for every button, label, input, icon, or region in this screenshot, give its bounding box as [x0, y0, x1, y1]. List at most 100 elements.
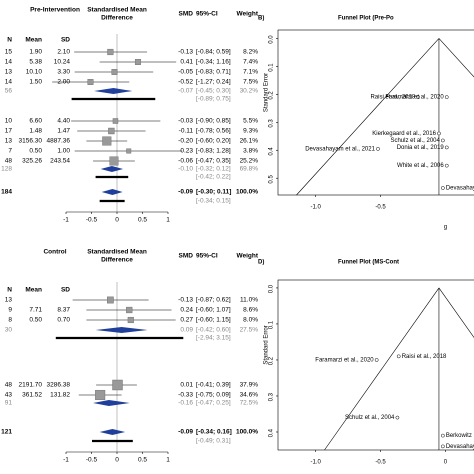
- cell-smd: -0.16: [178, 400, 193, 407]
- funnel-plot: B) Funnel Plot (Pre-Po Standard Error g 0.0 0…: [258, 16, 474, 231]
- cell-mean: 0.50: [29, 148, 42, 155]
- column-header: Mean: [25, 37, 42, 44]
- cell-smd: -0.09: [178, 429, 193, 436]
- y-tick-label: 0.3: [269, 119, 275, 128]
- cell-weight: 7.4%: [243, 59, 258, 66]
- cell-ci: [-0.60; 1.15]: [196, 317, 231, 324]
- study-square: [112, 118, 119, 124]
- cell-n: 7: [8, 148, 12, 155]
- cell-mean: 3156.30: [19, 138, 43, 145]
- study-square: [107, 296, 114, 304]
- cell-mean: 5.38: [29, 59, 42, 66]
- study-point: [440, 186, 445, 190]
- cell-sd: 4887.36: [47, 138, 71, 145]
- cell-smd: -0.03: [178, 118, 193, 125]
- summary-diamond: [95, 327, 148, 333]
- cell-sd: 8.37: [57, 307, 70, 314]
- study-label: Devasahayam et al.: [446, 186, 474, 192]
- y-tick-label: 0.0: [269, 35, 275, 44]
- study-label: Donia et al., 2019: [397, 145, 445, 151]
- y-tick-label: 0.2: [269, 356, 275, 365]
- column-header: Mean: [25, 287, 42, 294]
- cell-weight: 9.3%: [243, 128, 258, 135]
- study-point: [416, 95, 421, 99]
- cell-sd: 3.30: [57, 69, 70, 76]
- plot-frame: [277, 29, 474, 196]
- study-square: [127, 316, 134, 324]
- cell-smd: 0.23: [180, 148, 193, 155]
- cell-n: 56: [5, 88, 13, 95]
- study-point: [444, 95, 449, 99]
- column-header: Standardised Mean: [87, 249, 147, 256]
- study-square: [126, 306, 133, 314]
- cell-weight: 72.5%: [240, 400, 259, 407]
- study-point: [440, 433, 445, 438]
- cell-n: 121: [1, 429, 12, 436]
- funnel-title: Funnel Plot (MS-Cont: [338, 260, 399, 266]
- study-label: Schulz et al., 2004: [345, 415, 395, 421]
- cell-ci: [-0.78; 0.56]: [196, 128, 231, 135]
- cell-weight: 8.2%: [243, 49, 258, 56]
- funnel-title: Funnel Plot (Pre-Po: [338, 16, 394, 22]
- y-axis-label: Standard Error: [264, 73, 270, 112]
- cell-sd: 10.24: [54, 59, 71, 66]
- y-tick-label: 0.4: [269, 147, 275, 156]
- column-header: SD: [61, 287, 70, 294]
- study-label: Devasahayam et al., 2021: [305, 146, 375, 152]
- x-tick-label: -0.5: [375, 460, 386, 466]
- cell-weight: 11.0%: [240, 297, 258, 304]
- cell-ci: [-1.27; 0.24]: [196, 79, 231, 86]
- study-square: [112, 379, 123, 391]
- study-square: [95, 389, 106, 401]
- study-point: [444, 163, 449, 168]
- cell-smd: -0.10: [178, 166, 193, 173]
- cell-smd: -0.05: [178, 69, 193, 76]
- cell-n: 91: [5, 400, 13, 407]
- x-tick-label: -1: [63, 217, 69, 224]
- cell-ci: [-0.87; 0.62]: [196, 297, 231, 304]
- cell-ci: [-0.34; 0.16]: [196, 429, 232, 436]
- cell-mean: 10.10: [26, 69, 43, 76]
- cell-sd: 3286.38: [47, 382, 71, 389]
- column-header: N: [7, 37, 12, 44]
- cell-ci: [-0.84; 0.59]: [196, 49, 231, 56]
- cell-weight: 100.0%: [236, 189, 258, 196]
- cell-ci: [-0.34; 1.16]: [196, 59, 231, 66]
- panel-label: D): [258, 260, 264, 266]
- cell-n: 17: [5, 128, 13, 135]
- cell-n: 15: [5, 49, 13, 56]
- y-tick-label: 0.1: [269, 63, 275, 72]
- cell-ci: [-2.94; 3.15]: [196, 335, 231, 342]
- cell-smd: -0.20: [178, 138, 193, 145]
- cell-ci: [-0.42; 0.60]: [196, 327, 231, 334]
- study-square: [107, 48, 114, 56]
- cell-n: 48: [5, 382, 13, 389]
- cell-weight: 27.5%: [240, 327, 259, 334]
- study-square: [109, 156, 119, 166]
- study-point: [440, 138, 445, 143]
- plot-frame: [277, 279, 474, 451]
- cell-ci: [-0.49; 0.31]: [196, 438, 231, 445]
- group-label: Control: [43, 249, 66, 256]
- cell-smd: -0.06: [178, 158, 193, 165]
- cell-smd: 0.09: [180, 327, 193, 334]
- cell-n: 10: [5, 118, 13, 125]
- y-tick-label: 0.1: [269, 320, 275, 329]
- cell-ci: [-0.47; 0.25]: [196, 400, 231, 407]
- study-point: [374, 358, 379, 362]
- x-tick-label: 1: [166, 457, 170, 464]
- y-tick-label: 0.0: [269, 284, 275, 293]
- study-point: [437, 131, 441, 136]
- cell-n: 48: [5, 158, 13, 165]
- x-tick-label: 0.5: [138, 457, 147, 464]
- column-header: N: [7, 287, 12, 294]
- cell-smd: -0.09: [178, 189, 193, 196]
- funnel-plot: D) Funnel Plot (MS-Cont Standard Error 0.0 0…: [258, 260, 474, 466]
- x-tick-label: -0.5: [86, 457, 98, 464]
- x-tick-label: -0.5: [375, 205, 386, 211]
- cell-n: 9: [8, 307, 12, 314]
- funnel-limit: [438, 287, 474, 339]
- cell-mean: 6.60: [29, 118, 42, 125]
- column-header: Standardised Mean: [87, 7, 147, 14]
